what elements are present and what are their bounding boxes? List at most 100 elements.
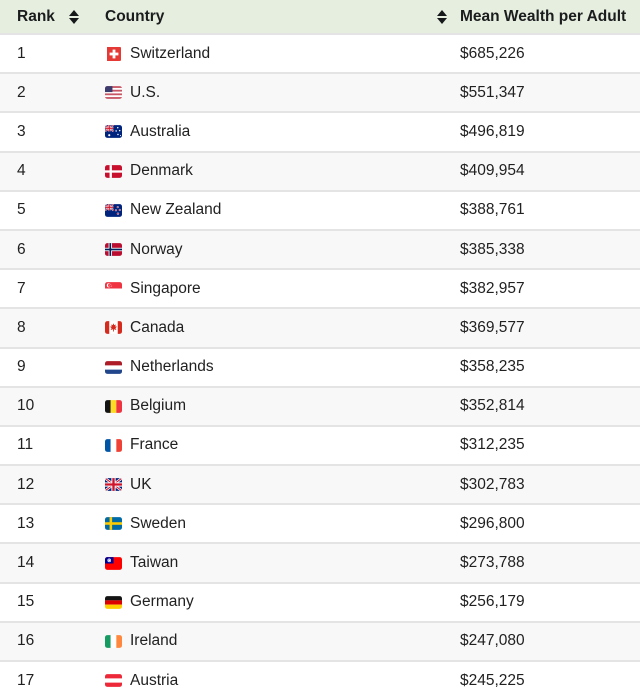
country-cell: Netherlands: [88, 358, 460, 376]
table-row: 12 UK $302,783: [0, 464, 640, 504]
country-cell: Germany: [88, 593, 460, 611]
rank-cell: 3: [17, 122, 26, 140]
rank-cell: 7: [17, 279, 26, 297]
country-cell: U.S.: [88, 84, 460, 102]
rank-cell: 1: [17, 44, 26, 62]
rank-header-label: Rank: [17, 7, 55, 25]
wealth-value: $256,179: [460, 593, 525, 611]
country-label: Canada: [130, 318, 185, 336]
wealth-value: $312,235: [460, 436, 525, 454]
country-cell: France: [88, 436, 460, 454]
wealth-value: $382,957: [460, 279, 525, 297]
table-row: 8 Canada $369,577: [0, 307, 640, 347]
rank-cell: 15: [17, 593, 35, 611]
country-column-header[interactable]: Country: [88, 8, 460, 26]
country-label: U.S.: [130, 83, 161, 101]
rank-column-header[interactable]: Rank: [0, 8, 88, 26]
table-row: 4 Denmark $409,954: [0, 150, 640, 190]
flag-denmark-icon: [105, 164, 122, 178]
flag-germany-icon: [105, 595, 122, 609]
country-cell: Singapore: [88, 280, 460, 298]
flag-belgium-icon: [105, 399, 122, 413]
rank-cell: 9: [17, 358, 26, 376]
rank-cell: 5: [17, 201, 26, 219]
table-row: 6 Norway $385,338: [0, 228, 640, 269]
flag-france-icon: [105, 439, 122, 452]
table-row: 14 Taiwan $273,788: [0, 542, 640, 582]
table-row: 1 Switzerland $685,226: [0, 33, 640, 73]
flag-sweden-icon: [105, 517, 122, 531]
flag-singapore-icon: [105, 282, 122, 296]
country-cell: Canada: [88, 319, 460, 337]
table-row: 10 Belgium $352,814: [0, 385, 640, 425]
wealth-value: $358,235: [460, 358, 525, 376]
flag-austria-icon: [105, 674, 122, 687]
sort-updown-icon[interactable]: [68, 9, 79, 24]
table-header: Rank Country Mean Wealth per Adult: [0, 0, 640, 33]
wealth-value: $409,954: [460, 162, 525, 180]
table-row: 5 New Zealand $388,761: [0, 189, 640, 229]
rank-cell: 17: [17, 671, 35, 689]
wealth-value: $245,225: [460, 671, 525, 689]
country-cell: Switzerland: [88, 45, 460, 63]
rank-cell: 14: [17, 554, 35, 572]
flag-norway-icon: [105, 243, 122, 256]
table-row: 3 Australia $496,819: [0, 111, 640, 151]
flag-netherlands-icon: [105, 360, 122, 374]
country-label: Belgium: [130, 397, 186, 415]
country-label: Austria: [130, 671, 179, 689]
wealth-value: $369,577: [460, 318, 525, 336]
rank-cell: 11: [17, 436, 34, 454]
wealth-value: $273,788: [460, 554, 525, 572]
wealth-value: $685,226: [460, 44, 525, 62]
table-row: 16 Ireland $247,080: [0, 620, 640, 660]
table-row: 11 France $312,235: [0, 424, 640, 465]
table-row: 13 Sweden $296,800: [0, 503, 640, 543]
rank-cell: 4: [17, 162, 26, 180]
sort-updown-icon[interactable]: [437, 9, 447, 24]
country-label: Norway: [130, 240, 183, 258]
country-label: Singapore: [130, 279, 201, 297]
wealth-value: $388,761: [460, 201, 525, 219]
country-label: Switzerland: [130, 44, 211, 62]
table-row: 2 U.S. $551,347: [0, 72, 640, 112]
country-cell: Norway: [88, 241, 460, 259]
country-label: France: [130, 436, 179, 454]
country-cell: UK: [88, 476, 460, 494]
country-label: Australia: [130, 122, 191, 140]
rank-cell: 16: [17, 632, 35, 650]
country-cell: Austria: [88, 672, 460, 690]
country-cell: Belgium: [88, 397, 460, 415]
wealth-value: $302,783: [460, 475, 525, 493]
rank-cell: 12: [17, 475, 35, 493]
wealth-value: $247,080: [460, 632, 525, 650]
country-label: UK: [130, 475, 152, 493]
rank-cell: 8: [17, 318, 26, 336]
country-cell: New Zealand: [88, 201, 460, 219]
flag-switzerland-icon: [105, 46, 122, 61]
flag-canada-icon: [105, 321, 122, 335]
wealth-value: $385,338: [460, 240, 525, 258]
country-cell: Ireland: [88, 632, 460, 650]
wealth-column-header[interactable]: Mean Wealth per Adult: [460, 8, 640, 26]
table-row: 15 Germany $256,179: [0, 581, 640, 621]
country-label: Netherlands: [130, 358, 214, 376]
table-row: 9 Netherlands $358,235: [0, 346, 640, 386]
table-body: 1 Switzerland $685,226 2 U.S. $551,347 3…: [0, 33, 640, 699]
wealth-value: $551,347: [460, 83, 525, 101]
flag-u-s-icon: [105, 86, 122, 100]
table-row: 17 Austria $245,225: [0, 660, 640, 699]
country-label: Taiwan: [130, 554, 179, 572]
country-cell: Denmark: [88, 162, 460, 180]
country-label: Sweden: [130, 514, 187, 532]
table-row: 7 Singapore $382,957: [0, 268, 640, 308]
country-cell: Australia: [88, 123, 460, 141]
flag-new-zealand-icon: [105, 203, 122, 217]
flag-uk-icon: [105, 478, 122, 492]
country-label: New Zealand: [130, 201, 222, 219]
wealth-value: $496,819: [460, 122, 525, 140]
flag-ireland-icon: [105, 635, 122, 648]
country-cell: Sweden: [88, 515, 460, 533]
country-label: Denmark: [130, 162, 193, 180]
